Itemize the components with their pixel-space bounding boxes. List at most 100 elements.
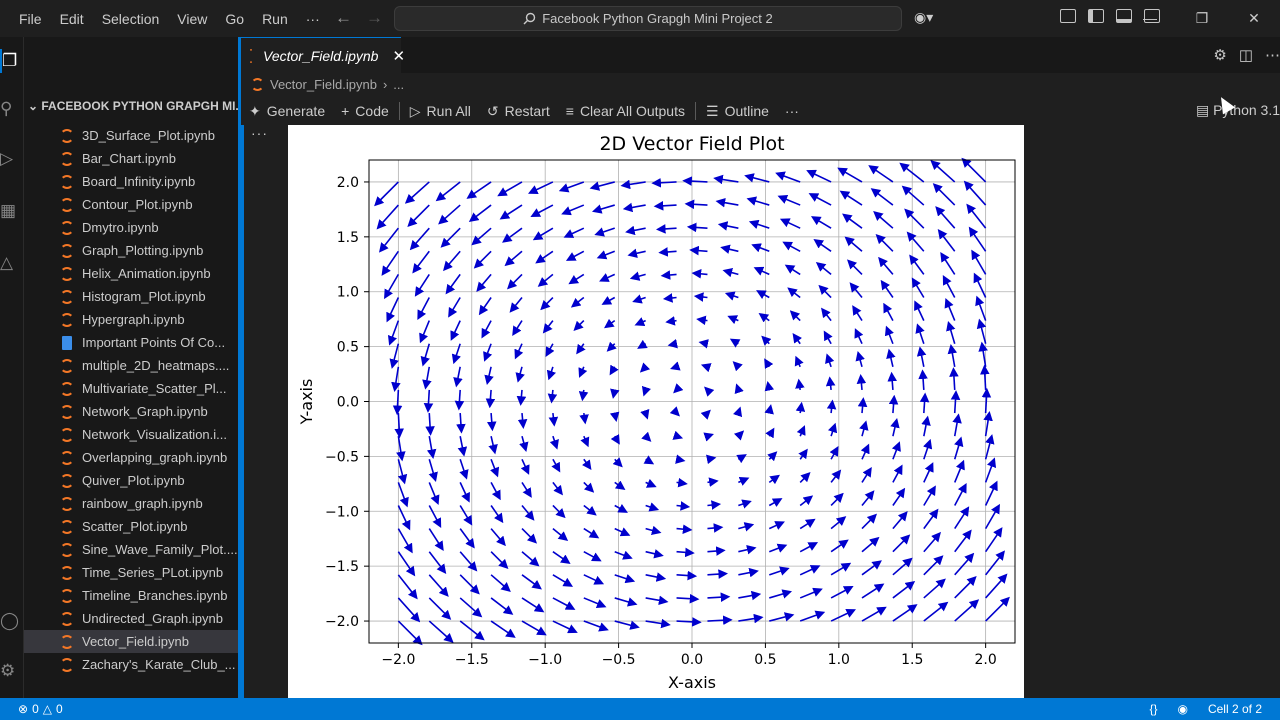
breadcrumb-ellipsis[interactable]: ... — [393, 77, 405, 92]
vector-arrow — [404, 181, 430, 204]
x-tick-label: 1.0 — [828, 652, 850, 668]
split-editor-icon[interactable]: ◫ — [1238, 47, 1253, 64]
file-item[interactable]: Dmytro.ipynb — [24, 216, 238, 239]
file-item[interactable]: Important Points Of Co... — [24, 331, 238, 354]
menu-view[interactable]: View — [177, 10, 208, 27]
vector-arrow — [682, 176, 708, 186]
search-icon[interactable]: ⚲ — [0, 99, 13, 118]
file-item[interactable]: 3D_Surface_Plot.ipynb — [24, 124, 238, 147]
close-window-icon[interactable]: ✕ — [1248, 10, 1260, 26]
vector-arrow — [669, 406, 680, 417]
file-item[interactable]: Scatter_Plot.ipynb — [24, 515, 238, 538]
list-icon: ☰ — [706, 102, 719, 119]
file-item[interactable]: Timeline_Branches.ipynb — [24, 584, 238, 607]
x-tick-label: −1.5 — [455, 652, 489, 668]
file-item[interactable]: Bar_Chart.ipynb — [24, 147, 238, 170]
file-item[interactable]: Histogram_Plot.ipynb — [24, 285, 238, 308]
folder-name: FACEBOOK PYTHON GRAPGH MI... — [41, 99, 246, 113]
clear-outputs-button[interactable]: ≡ Clear All Outputs — [558, 103, 693, 119]
file-item[interactable]: Time_Series_PLot.ipynb — [24, 561, 238, 584]
vector-arrow — [481, 320, 492, 339]
account-icon[interactable]: ◯ — [0, 611, 20, 630]
vector-arrow — [923, 508, 939, 530]
vector-arrow — [549, 435, 559, 450]
file-item[interactable]: Quiver_Plot.ipynb — [24, 469, 238, 492]
vector-arrow — [764, 381, 775, 392]
menu-file[interactable]: File — [19, 10, 42, 27]
menu-more[interactable]: ··· — [305, 10, 320, 27]
outline-button[interactable]: ☰ Outline — [698, 103, 777, 120]
notebook-icon — [60, 381, 74, 396]
menu-go[interactable]: Go — [225, 10, 245, 27]
copilot-icon[interactable]: ◉▾ — [914, 9, 934, 25]
forward-arrow-icon[interactable]: → — [366, 8, 383, 27]
file-label: Scatter_Plot.ipynb — [82, 519, 188, 534]
vector-arrow — [397, 620, 423, 646]
testing-icon[interactable]: △ — [0, 253, 14, 272]
file-item[interactable]: Board_Infinity.ipynb — [24, 170, 238, 193]
command-center[interactable]: Facebook Python Grapgh Mini Project 2 — [394, 6, 902, 31]
gear-icon[interactable]: ⚙ — [1213, 47, 1227, 64]
file-item[interactable]: Multivariate_Scatter_Pl... — [24, 377, 238, 400]
more-actions-icon[interactable]: ⋯ — [1265, 47, 1280, 64]
file-item[interactable]: Hypergraph.ipynb — [24, 308, 238, 331]
toolbar-more-button[interactable]: ··· — [784, 103, 799, 119]
vector-arrow — [855, 351, 865, 368]
explorer-icon[interactable]: ❐ — [0, 49, 24, 73]
back-arrow-icon[interactable]: ← — [335, 8, 352, 27]
restart-button[interactable]: ↺ Restart — [479, 103, 558, 120]
file-item[interactable]: Undirected_Graph.ipynb — [24, 607, 238, 630]
file-label: Undirected_Graph.ipynb — [82, 611, 223, 626]
file-item[interactable]: Vector_Field.ipynb — [24, 630, 238, 653]
vector-arrow — [971, 249, 987, 275]
tab-vector-field[interactable]: Vector_Field.ipynb ✕ — [241, 37, 405, 73]
generate-button[interactable]: ✦ Generate — [241, 103, 333, 120]
file-item[interactable]: Contour_Plot.ipynb — [24, 193, 238, 216]
file-item[interactable]: Network_Graph.ipynb — [24, 400, 238, 423]
vector-arrow — [713, 174, 739, 185]
run-debug-icon[interactable]: ▷ — [0, 149, 14, 168]
file-item[interactable]: rainbow_graph.ipynb — [24, 492, 238, 515]
gear-icon[interactable]: ⚙ — [0, 661, 16, 680]
file-item[interactable]: Helix_Animation.ipynb — [24, 262, 238, 285]
vector-arrow — [490, 528, 506, 547]
minimize-icon[interactable]: — — [1143, 10, 1157, 26]
menu-edit[interactable]: Edit — [59, 10, 84, 27]
toggle-primary-sidebar-icon[interactable] — [1088, 9, 1104, 23]
toggle-secondary-sidebar-icon[interactable] — [1144, 9, 1160, 23]
copilot-status-icon[interactable]: ◉ — [1177, 702, 1188, 716]
menu-selection[interactable]: Selection — [101, 10, 160, 27]
problems-status[interactable]: ⊗ 0 △ 0 — [0, 702, 63, 716]
file-item[interactable]: Sine_Wave_Family_Plot.... — [24, 538, 238, 561]
vector-arrow — [940, 252, 956, 275]
menu-run[interactable]: Run — [262, 10, 288, 27]
kernel-picker[interactable]: ▤ Python 3.1 — [1196, 102, 1280, 119]
clear-outputs-label: Clear All Outputs — [579, 103, 685, 119]
vector-arrow — [984, 434, 995, 460]
breadcrumb-file[interactable]: Vector_Field.ipynb — [270, 77, 377, 92]
file-item[interactable]: Graph_Plotting.ipynb — [24, 239, 238, 262]
language-status[interactable]: {} — [1149, 702, 1158, 716]
customize-layout-icon[interactable] — [1060, 9, 1076, 23]
restore-icon[interactable]: ❐ — [1195, 10, 1209, 26]
vector-arrow — [707, 592, 731, 602]
cell-output-menu[interactable]: ··· — [251, 125, 268, 141]
vector-arrow — [583, 504, 597, 516]
extensions-icon[interactable]: ▦ — [0, 201, 17, 220]
add-code-button[interactable]: + Code — [333, 103, 397, 119]
vector-arrow — [516, 389, 527, 406]
cell-position[interactable]: Cell 2 of 2 — [1207, 702, 1262, 716]
folder-header[interactable]: ⌄ FACEBOOK PYTHON GRAPGH MI... — [28, 99, 246, 113]
file-item[interactable]: Overlapping_graph.ipynb — [24, 446, 238, 469]
file-item[interactable]: Network_Visualization.i... — [24, 423, 238, 446]
sidebar-sash[interactable] — [238, 37, 241, 698]
vector-arrow — [509, 296, 523, 313]
vector-arrow — [764, 404, 774, 415]
toggle-panel-icon[interactable] — [1116, 9, 1132, 23]
file-item[interactable]: multiple_2D_heatmaps.... — [24, 354, 238, 377]
notebook-icon — [60, 427, 74, 442]
vector-arrow — [645, 502, 660, 512]
run-all-button[interactable]: ▷ Run All — [402, 103, 479, 120]
file-item[interactable]: Zachary's_Karate_Club_... — [24, 653, 238, 676]
close-icon[interactable]: ✕ — [392, 47, 406, 65]
